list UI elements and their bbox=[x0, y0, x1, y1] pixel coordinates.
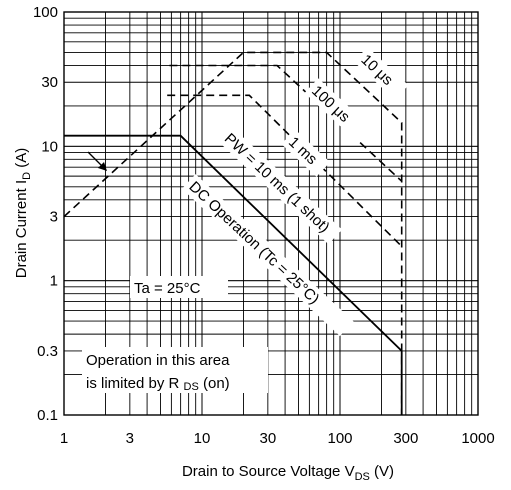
label-100us: 100 μs bbox=[304, 78, 371, 142]
y-axis-label: Drain Current ID (A) bbox=[13, 148, 33, 279]
y-tick-label: 1 bbox=[50, 273, 58, 290]
rds-annotation-line1: Operation in this area bbox=[86, 352, 230, 369]
rds-annotation-bg bbox=[82, 347, 268, 393]
y-tick-label: 0.1 bbox=[37, 407, 58, 424]
svg-text:100 μs: 100 μs bbox=[308, 82, 353, 125]
x-tick-label: 1000 bbox=[461, 430, 494, 447]
series-line-4 bbox=[64, 134, 403, 415]
ta-annotation-bg bbox=[130, 276, 228, 298]
series-line-0 bbox=[63, 51, 403, 415]
x-tick-label: 100 bbox=[327, 430, 352, 447]
y-tick-label: 10 bbox=[41, 138, 58, 155]
x-tick-label: 3 bbox=[126, 430, 134, 447]
y-tick-label: 100 bbox=[33, 4, 58, 21]
plot-border bbox=[63, 11, 479, 416]
series-line-1 bbox=[169, 64, 403, 182]
x-axis-label: Drain to Source Voltage VDS (V) bbox=[182, 463, 394, 483]
y-tick-label: 0.3 bbox=[37, 343, 58, 360]
grid bbox=[63, 11, 479, 416]
x-tick-label: 300 bbox=[393, 430, 418, 447]
plot-frame bbox=[63, 11, 479, 416]
series-group bbox=[63, 51, 403, 415]
series-line-2 bbox=[167, 94, 403, 247]
rds-annotation-line2: is limited by R DS (on) bbox=[86, 375, 230, 393]
x-tick-label: 10 bbox=[194, 430, 211, 447]
x-tick-label: 1 bbox=[60, 430, 68, 447]
label-1ms: 1 ms bbox=[281, 129, 331, 177]
tick-labels: 1 3 10 30 100 300 1000 0.1 0.3 1 3 10 30 100 bbox=[33, 4, 495, 447]
x-tick-label: 30 bbox=[259, 430, 276, 447]
ta-annotation: Ta = 25°C bbox=[134, 280, 201, 297]
y-tick-label: 3 bbox=[50, 209, 58, 226]
y-tick-label: 30 bbox=[41, 74, 58, 91]
rds-arrowhead bbox=[98, 162, 107, 171]
